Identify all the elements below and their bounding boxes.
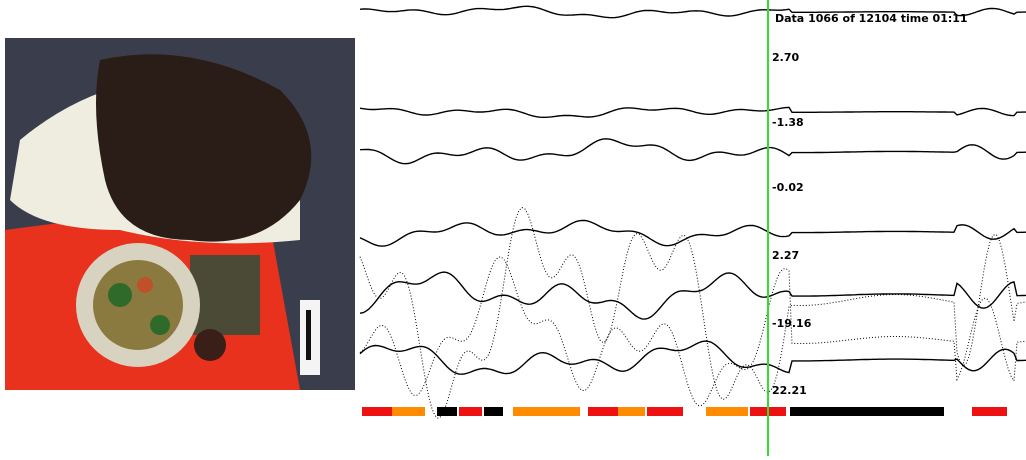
event-segment [972,407,1007,416]
channel-label: -19.16 [772,317,812,330]
cup [194,329,226,361]
channel-label: -1.38 [772,116,804,129]
waveform [360,341,1026,374]
viewer: Data 1066 of 12104 time 01:11 2.70 -1.38… [0,0,1026,456]
food-item [137,277,153,293]
event-segment [362,407,392,416]
event-segment [392,407,425,416]
event-segment [459,407,482,416]
traces [360,6,1026,418]
event-segment [588,407,618,416]
waveform [360,220,1026,246]
food-item [150,315,170,335]
waveform [360,257,1026,406]
status-text: Data 1066 of 12104 time 01:11 [775,12,968,25]
video-frame [5,38,355,390]
waveform [360,272,1026,319]
marker-stripe [306,310,311,360]
event-segment [484,407,503,416]
channel-label: 2.70 [772,51,799,64]
napkin [190,255,260,335]
event-segment [513,407,580,416]
waveform [360,139,1026,164]
waveform [360,107,1026,117]
event-segment [790,407,944,416]
food-item [108,283,132,307]
event-segment [618,407,645,416]
event-segment [647,407,683,416]
event-bar [362,407,1007,416]
channel-label: 22.21 [772,384,807,397]
event-segment [706,407,748,416]
waveform [360,208,1026,419]
event-segment [437,407,457,416]
channel-label: 2.27 [772,249,799,262]
page: Data 1066 of 12104 time 01:11 2.70 -1.38… [0,0,1026,456]
channel-label: -0.02 [772,181,804,194]
food [93,260,183,350]
